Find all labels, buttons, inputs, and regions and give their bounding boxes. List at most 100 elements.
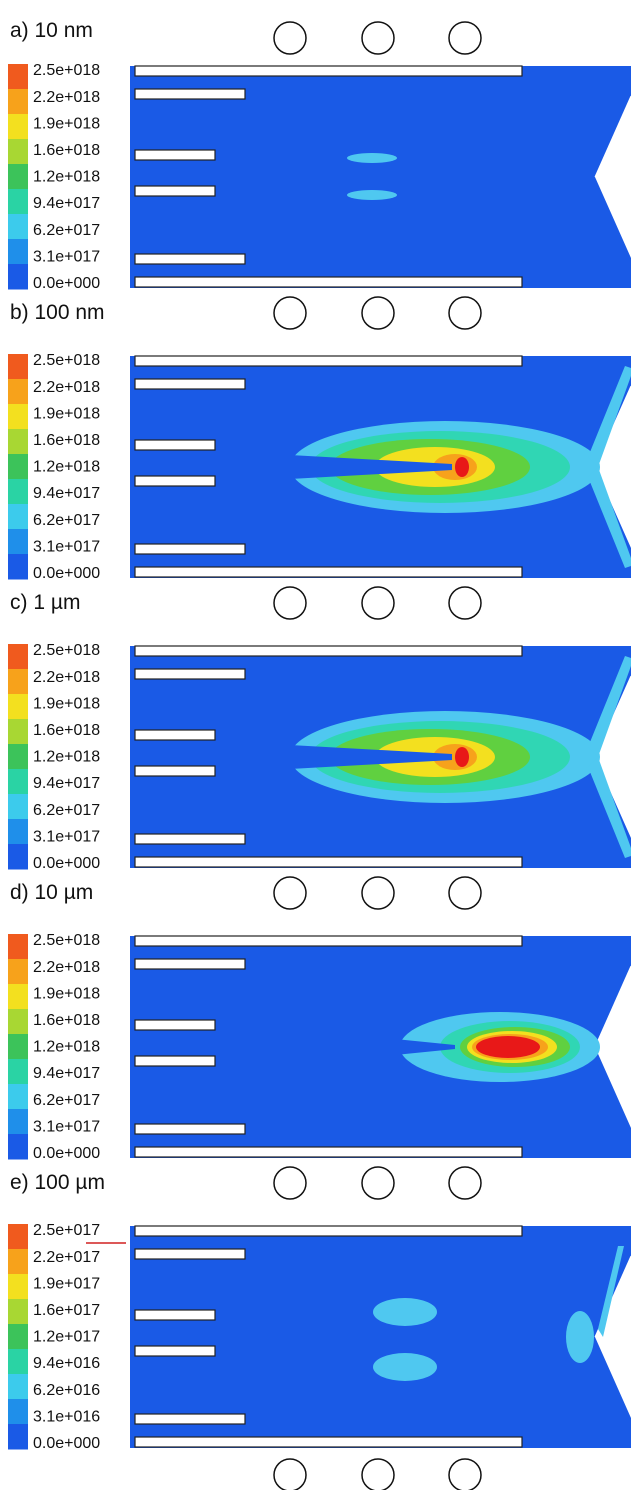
marker-circle (361, 586, 395, 620)
electrode (134, 475, 216, 487)
marker-circle (361, 1458, 395, 1490)
legend-label: 9.4e+017 (33, 195, 100, 212)
marker-circle (361, 876, 395, 910)
legend-label: 3.1e+016 (33, 1408, 100, 1425)
colorbar-step (8, 669, 28, 695)
colorbar-step (8, 794, 28, 820)
contour-level (455, 747, 469, 767)
legend-label: 1.2e+017 (33, 1329, 100, 1346)
legend-label: 9.4e+016 (33, 1355, 100, 1372)
contour (395, 1012, 600, 1082)
legend-label: 3.1e+017 (33, 248, 100, 265)
legend-label: 9.4e+017 (33, 1065, 100, 1082)
legend-label: 2.5e+018 (33, 642, 100, 659)
contour-level (455, 457, 469, 477)
colorbar-step (8, 554, 28, 580)
colorbar-step (8, 984, 28, 1010)
colorbar-step (8, 1324, 28, 1350)
legend-label: 1.9e+018 (33, 405, 100, 422)
electrode (134, 185, 216, 197)
contour-tail (588, 656, 631, 757)
electrode (134, 88, 246, 100)
legend-label: 1.2e+018 (33, 169, 100, 186)
marker-circle (448, 1166, 482, 1200)
colorbar-step (8, 719, 28, 745)
legend-label: 3.1e+017 (33, 538, 100, 555)
panel-label: a) 10 nm (10, 19, 93, 42)
colorbar-step (8, 164, 28, 190)
legend-label: 2.5e+018 (33, 932, 100, 949)
legend-label: 2.2e+017 (33, 1249, 100, 1266)
panel-label: c) 1 µm (10, 591, 80, 614)
colorbar-step (8, 64, 28, 90)
legend-label: 1.9e+018 (33, 115, 100, 132)
electrode (134, 149, 216, 161)
electrode (134, 668, 246, 680)
legend-label: 3.1e+017 (33, 828, 100, 845)
legend-label: 1.6e+018 (33, 142, 100, 159)
colorbar-step (8, 1009, 28, 1035)
legend-label: 2.5e+018 (33, 352, 100, 369)
electrode (134, 1123, 246, 1135)
legend-label: 6.2e+017 (33, 512, 100, 529)
colorbar-step (8, 264, 28, 290)
electrode (134, 1413, 246, 1425)
colorbar-step (8, 959, 28, 985)
colorbar-step (8, 354, 28, 380)
colorbar-step (8, 454, 28, 480)
legend-label: 6.2e+017 (33, 802, 100, 819)
contour (373, 1246, 624, 1381)
electrode (134, 1019, 216, 1031)
electrode (134, 1248, 246, 1260)
legend-label: 2.2e+018 (33, 669, 100, 686)
electrode (134, 645, 523, 657)
colorbar-step (8, 529, 28, 555)
legend-label: 1.6e+018 (33, 722, 100, 739)
colorbar-step (8, 139, 28, 165)
legend-label: 2.2e+018 (33, 379, 100, 396)
marker-circle (448, 21, 482, 55)
contour-tail (588, 467, 631, 568)
electrode (134, 439, 216, 451)
electrode (134, 1146, 523, 1158)
contour-level (347, 190, 397, 200)
contour-level (347, 153, 397, 163)
colorbar-step (8, 1399, 28, 1425)
contour (347, 153, 397, 200)
electrode (134, 566, 523, 578)
marker-circle (361, 21, 395, 55)
electrode (134, 958, 246, 970)
legend-label: 1.9e+018 (33, 695, 100, 712)
marker-circle (448, 876, 482, 910)
contour-tail (588, 366, 631, 467)
contour-tail (598, 1246, 624, 1337)
edge (594, 95, 631, 178)
colorbar-step (8, 934, 28, 960)
electrode (134, 543, 246, 555)
colorbar-step (8, 1134, 28, 1160)
legend-label: 0.0e+000 (33, 565, 100, 582)
legend-label: 9.4e+017 (33, 485, 100, 502)
colorbar-step (8, 1224, 28, 1250)
legend-label: 1.2e+018 (33, 459, 100, 476)
marker-circle (273, 1166, 307, 1200)
electrode (134, 276, 523, 288)
colorbar-step (8, 404, 28, 430)
colorbar-step (8, 1424, 28, 1450)
colorbar-step (8, 1299, 28, 1325)
colorbar-step (8, 1109, 28, 1135)
contour-tail (588, 757, 631, 858)
legend-label: 1.6e+018 (33, 1012, 100, 1029)
electrode (134, 378, 246, 390)
domain (130, 1226, 631, 1448)
legend-label: 1.9e+018 (33, 985, 100, 1002)
panel-label: b) 100 nm (10, 301, 105, 324)
marker-circle (273, 296, 307, 330)
legend-label: 2.2e+018 (33, 89, 100, 106)
colorbar-step (8, 429, 28, 455)
colorbar-step (8, 1274, 28, 1300)
legend-label: 1.9e+017 (33, 1275, 100, 1292)
colorbar-step (8, 844, 28, 870)
colorbar-step (8, 819, 28, 845)
